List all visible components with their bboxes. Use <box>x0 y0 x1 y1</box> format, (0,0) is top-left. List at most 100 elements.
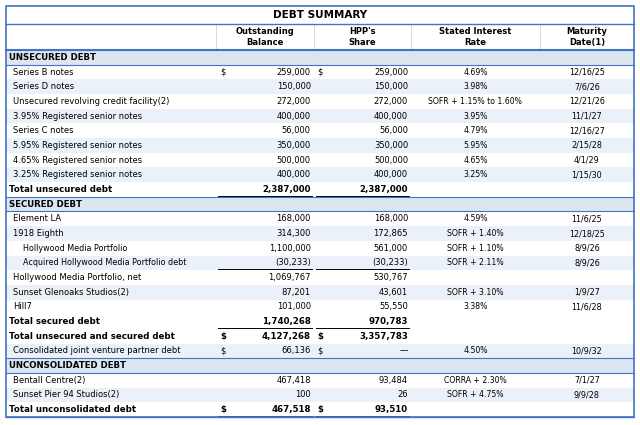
Text: $: $ <box>317 405 324 414</box>
Text: 12/18/25: 12/18/25 <box>569 229 605 238</box>
Text: Consolidated joint venture partner debt: Consolidated joint venture partner debt <box>13 346 180 355</box>
Text: 3.25%: 3.25% <box>463 170 488 179</box>
Text: 150,000: 150,000 <box>276 82 311 91</box>
Bar <box>6 285 634 300</box>
Bar <box>6 50 634 65</box>
Text: 4.69%: 4.69% <box>463 68 488 76</box>
Text: DEBT SUMMARY: DEBT SUMMARY <box>273 10 367 20</box>
Bar <box>6 388 634 402</box>
Text: 93,484: 93,484 <box>379 376 408 385</box>
Text: 272,000: 272,000 <box>374 97 408 106</box>
Text: 467,518: 467,518 <box>271 405 311 414</box>
Bar <box>6 300 634 314</box>
Text: 172,865: 172,865 <box>374 229 408 238</box>
Text: 4.65% Registered senior notes: 4.65% Registered senior notes <box>13 156 142 164</box>
Text: 55,550: 55,550 <box>379 303 408 312</box>
Text: 259,000: 259,000 <box>374 68 408 76</box>
Bar <box>6 123 634 138</box>
Text: 3.95%: 3.95% <box>463 111 488 121</box>
Bar <box>6 402 634 417</box>
Text: HPP's
Share: HPP's Share <box>349 27 376 47</box>
Bar <box>6 153 634 167</box>
Text: $: $ <box>220 332 227 341</box>
Text: Unsecured revolving credit facility(2): Unsecured revolving credit facility(2) <box>13 97 170 106</box>
Text: 1918 Eighth: 1918 Eighth <box>13 229 64 238</box>
Text: Element LA: Element LA <box>13 214 61 223</box>
Text: 3,357,783: 3,357,783 <box>359 332 408 341</box>
Text: 561,000: 561,000 <box>374 244 408 253</box>
Bar <box>6 94 634 109</box>
Bar <box>6 212 634 226</box>
Bar <box>6 329 634 343</box>
Text: 12/16/25: 12/16/25 <box>569 68 605 76</box>
Text: SOFR + 3.10%: SOFR + 3.10% <box>447 288 504 297</box>
Text: SECURED DEBT: SECURED DEBT <box>9 200 82 209</box>
Text: 56,000: 56,000 <box>282 126 311 135</box>
Text: 11/6/28: 11/6/28 <box>572 303 602 312</box>
Text: Acquired Hollywood Media Portfolio debt: Acquired Hollywood Media Portfolio debt <box>18 258 186 267</box>
Text: Hollywood Media Portfolio: Hollywood Media Portfolio <box>18 244 127 253</box>
Text: 1,740,268: 1,740,268 <box>262 317 311 326</box>
Bar <box>6 241 634 255</box>
Text: 4.59%: 4.59% <box>463 214 488 223</box>
Text: 400,000: 400,000 <box>276 170 311 179</box>
Bar <box>6 109 634 123</box>
Text: 2,387,000: 2,387,000 <box>360 185 408 194</box>
Text: $: $ <box>220 346 226 355</box>
Bar <box>6 358 634 373</box>
Text: Hollywood Media Portfolio, net: Hollywood Media Portfolio, net <box>13 273 141 282</box>
Text: 8/9/26: 8/9/26 <box>574 258 600 267</box>
Text: Series B notes: Series B notes <box>13 68 74 76</box>
Text: 26: 26 <box>397 391 408 399</box>
Bar <box>6 79 634 94</box>
Text: Total unconsolidated debt: Total unconsolidated debt <box>9 405 136 414</box>
Text: SOFR + 1.10%: SOFR + 1.10% <box>447 244 504 253</box>
Text: Series D notes: Series D notes <box>13 82 74 91</box>
Text: 4/1/29: 4/1/29 <box>574 156 600 164</box>
Bar <box>6 197 634 212</box>
Text: 9/9/28: 9/9/28 <box>574 391 600 399</box>
Text: 259,000: 259,000 <box>276 68 311 76</box>
Text: 43,601: 43,601 <box>379 288 408 297</box>
Text: 1/15/30: 1/15/30 <box>572 170 602 179</box>
Bar <box>6 182 634 197</box>
Text: CORRA + 2.30%: CORRA + 2.30% <box>444 376 507 385</box>
Text: —: — <box>400 346 408 355</box>
Text: $: $ <box>317 332 324 341</box>
Text: 56,000: 56,000 <box>379 126 408 135</box>
Text: 3.98%: 3.98% <box>463 82 488 91</box>
Bar <box>6 226 634 241</box>
Text: UNCONSOLIDATED DEBT: UNCONSOLIDATED DEBT <box>9 361 126 370</box>
Text: 350,000: 350,000 <box>374 141 408 150</box>
Text: (30,233): (30,233) <box>275 258 311 267</box>
Text: 66,136: 66,136 <box>282 346 311 355</box>
Text: 3.38%: 3.38% <box>463 303 488 312</box>
Text: Stated Interest
Rate: Stated Interest Rate <box>439 27 511 47</box>
Text: 150,000: 150,000 <box>374 82 408 91</box>
Bar <box>6 373 634 388</box>
Text: 168,000: 168,000 <box>276 214 311 223</box>
Text: 272,000: 272,000 <box>276 97 311 106</box>
Bar <box>6 167 634 182</box>
Text: 12/16/27: 12/16/27 <box>569 126 605 135</box>
Text: 11/1/27: 11/1/27 <box>572 111 602 121</box>
Text: 2/15/28: 2/15/28 <box>572 141 602 150</box>
Text: 5.95%: 5.95% <box>463 141 488 150</box>
Text: 10/9/32: 10/9/32 <box>572 346 602 355</box>
Text: 4.79%: 4.79% <box>463 126 488 135</box>
Bar <box>6 24 634 50</box>
Text: Total unsecured debt: Total unsecured debt <box>9 185 112 194</box>
Text: 467,418: 467,418 <box>276 376 311 385</box>
Bar <box>6 65 634 79</box>
Text: $: $ <box>317 346 323 355</box>
Text: 314,300: 314,300 <box>276 229 311 238</box>
Text: 1,069,767: 1,069,767 <box>268 273 311 282</box>
Text: 4,127,268: 4,127,268 <box>262 332 311 341</box>
Text: Sunset Glenoaks Studios(2): Sunset Glenoaks Studios(2) <box>13 288 129 297</box>
Text: 4.50%: 4.50% <box>463 346 488 355</box>
Text: 1/9/27: 1/9/27 <box>574 288 600 297</box>
Bar <box>6 270 634 285</box>
Text: Bentall Centre(2): Bentall Centre(2) <box>13 376 85 385</box>
Text: 1,100,000: 1,100,000 <box>269 244 311 253</box>
Text: Series C notes: Series C notes <box>13 126 74 135</box>
